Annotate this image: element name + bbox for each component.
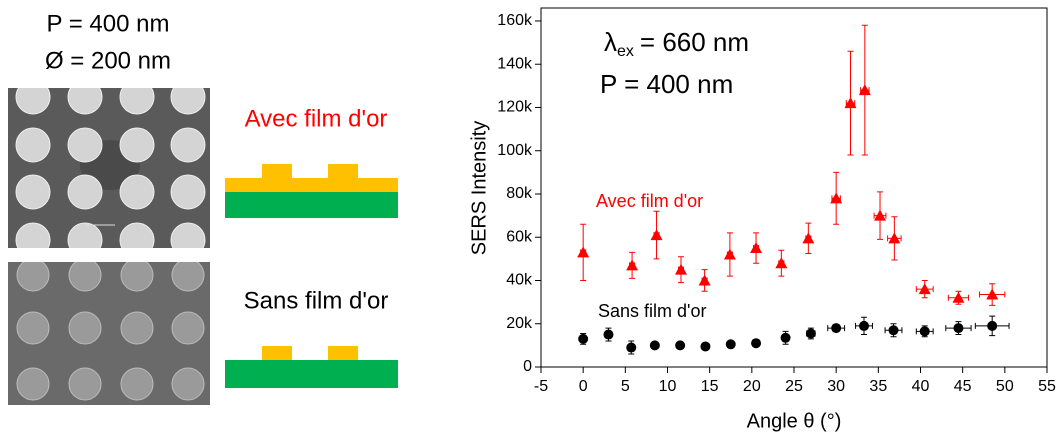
series-label: Sans film d'or [598,301,706,321]
x-tick-label: 5 [621,378,630,395]
sem-dot [170,127,206,163]
y-tick-label: 100k [497,142,533,159]
data-point [650,229,663,241]
data-point [831,323,842,334]
sem-dot [15,127,51,163]
data-point [674,263,687,275]
x-tick-label: 45 [954,378,972,395]
data-point [723,248,736,260]
data-point [888,232,901,244]
data-point [953,323,964,334]
data-point [751,338,762,349]
y-tick-label: 160k [497,12,533,29]
data-point [775,257,788,269]
data-point [805,328,816,339]
y-tick-label: 40k [506,272,533,289]
sem-dot [119,127,155,163]
sem-image-without-gold [8,262,210,405]
series-label: Avec film d'or [596,191,703,211]
data-point [986,288,999,300]
data-point [919,326,930,337]
period-annotation: P = 400 nm [600,69,733,99]
data-point [578,333,589,344]
sem-dot [170,88,206,115]
data-point [780,332,791,343]
layer-diagram-with-gold [225,164,398,218]
sem-dot [15,174,51,210]
sem-dot [120,262,154,292]
sem-dot [170,222,206,248]
sem-dot [171,367,205,401]
x-tick-label: 35 [869,378,887,395]
x-tick-label: 30 [827,378,845,395]
x-axis-label: Angle θ (°) [747,410,842,432]
sem-dot [16,367,50,401]
sem-dot [15,88,51,115]
sem-dot [119,222,155,248]
x-tick-label: 40 [912,378,930,395]
data-point [830,192,843,204]
data-point [603,329,614,340]
data-point [700,341,711,352]
sem-dot [16,262,50,292]
y-tick-label: 140k [497,55,533,72]
sem-dot [119,88,155,115]
data-point [750,242,763,254]
x-tick-label: -5 [534,378,548,395]
x-tick-label: 10 [659,378,677,395]
sem-dot [15,222,51,248]
y-tick-label: 20k [506,315,533,332]
data-point [626,259,639,271]
sem-dot [120,311,154,345]
data-point [987,320,998,331]
y-tick-label: 120k [497,99,533,116]
sem-dot [119,174,155,210]
x-tick-label: 55 [1038,378,1056,395]
data-point [725,339,736,350]
data-point [698,274,711,286]
sem-dot [67,174,103,210]
sem-dot [68,311,102,345]
sem-dot [120,367,154,401]
data-point [918,283,931,295]
layer-diagram-without-gold [225,346,398,388]
data-point [626,342,637,353]
without-gold-label: Sans film d'or [244,287,389,314]
sem-image-with-gold [8,88,210,248]
y-tick-label: 0 [523,358,532,375]
sem-dot [67,88,103,115]
x-tick-label: 25 [785,378,803,395]
lambda-annotation: λex = 660 nm [604,27,749,60]
data-point [888,325,899,336]
sem-dot [68,367,102,401]
y-tick-label: 80k [506,185,533,202]
sem-dot [68,262,102,292]
sem-dot [171,311,205,345]
x-tick-label: 15 [701,378,719,395]
x-tick-label: 0 [579,378,588,395]
period-label: P = 400 nm [47,10,170,37]
sem-dot [67,222,103,248]
data-point [844,97,857,109]
y-axis-label: SERS Intensity [468,121,490,256]
data-point [858,320,869,331]
data-point [802,232,815,244]
sem-dot [171,262,205,292]
sem-dot [16,311,50,345]
data-point [858,84,871,96]
sem-dot [170,174,206,210]
with-gold-label: Avec film d'or [245,105,388,132]
x-tick-label: 20 [743,378,761,395]
sem-dot [67,127,103,163]
data-point [675,340,686,351]
data-point [874,209,887,221]
diameter-label: Ø = 200 nm [45,47,171,74]
data-point [577,246,590,258]
x-tick-label: 50 [996,378,1014,395]
data-point [952,291,965,303]
y-tick-label: 60k [506,228,533,245]
data-point [649,340,660,351]
